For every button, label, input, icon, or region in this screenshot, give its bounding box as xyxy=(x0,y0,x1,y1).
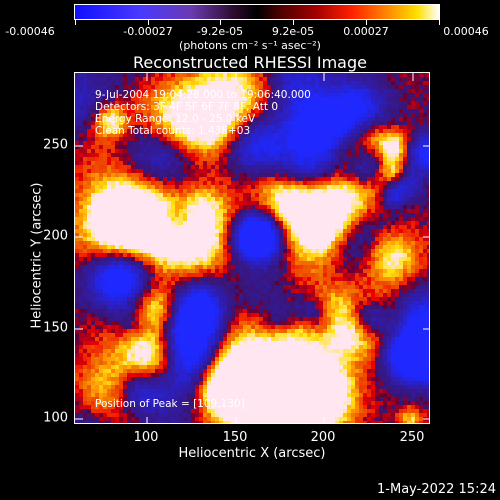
colorbar xyxy=(74,4,440,20)
detectors-text: Detectors: 3F 4F 5F 6F 7F 8F, Att 0 xyxy=(95,101,279,113)
y-tick-label: 200 xyxy=(43,228,68,244)
x-tick-label: 150 xyxy=(222,430,248,445)
peak-position-text: Position of Peak = [109,130] xyxy=(95,398,245,410)
plot-title: Reconstructed RHESSI Image xyxy=(133,53,367,72)
x-tick-label: 200 xyxy=(310,430,336,445)
colorbar-label: -0.00027 xyxy=(123,25,173,38)
energy-range-text: Energy Range: 12.0 - 25.0 keV xyxy=(95,113,256,125)
rhessi-image-heatmap xyxy=(75,73,429,423)
colorbar-label: 0.00046 xyxy=(443,25,489,38)
colorbar-label: 0.00027 xyxy=(343,25,389,38)
timestamp: 1-May-2022 15:24 xyxy=(377,482,496,497)
time-range-text: 9-Jul-2004 19:04:28.000 to 19:06:40.000 xyxy=(95,89,311,101)
colorbar-label: 9.2e-05 xyxy=(271,25,315,38)
y-tick-label: 250 xyxy=(43,137,68,153)
colorbar-unit: (photons cm⁻² s⁻¹ asec⁻²) xyxy=(179,39,321,52)
clean-counts-text: Clean Total counts: 1.43E+03 xyxy=(95,125,251,137)
y-tick-label: 100 xyxy=(43,410,68,426)
y-axis-label: Heliocentric Y (arcsec) xyxy=(29,182,45,329)
axis-ticks xyxy=(75,73,429,423)
x-tick-label: 100 xyxy=(133,430,159,445)
image-plot: 9-Jul-2004 19:04:28.000 to 19:06:40.000 … xyxy=(74,72,430,424)
colorbar-label: -9.2e-05 xyxy=(196,25,244,38)
y-tick-label: 150 xyxy=(43,320,68,336)
x-tick-label: 250 xyxy=(399,430,425,445)
x-axis-label: Heliocentric X (arcsec) xyxy=(178,446,326,461)
colorbar-label: -0.00046 xyxy=(5,25,55,38)
